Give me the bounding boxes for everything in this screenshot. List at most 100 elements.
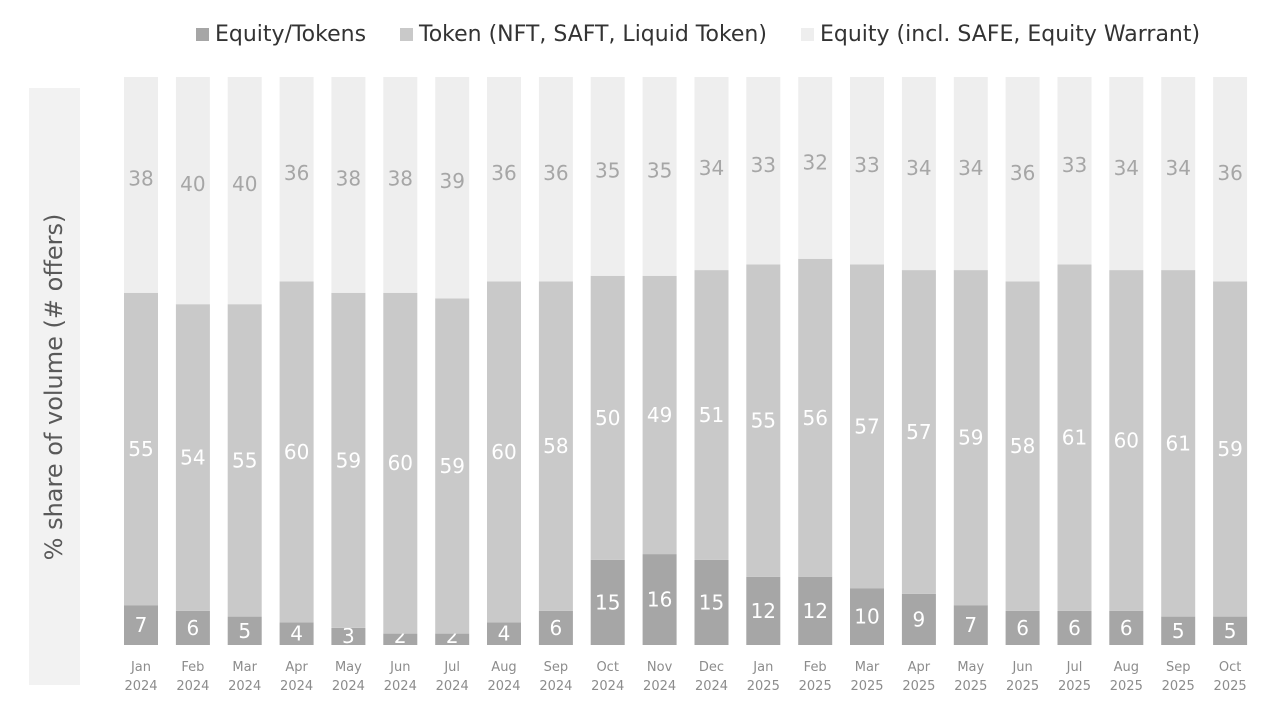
bar-segment-s2-5 [383,77,418,293]
bar-segment-s0-11 [694,559,729,645]
data-label-s2-19: 34 [1114,156,1139,180]
legend-item-equity-tokens: Equity/Tokens [196,18,366,50]
data-label-s0-20: 5 [1172,619,1185,643]
bar-segment-s0-2 [227,616,262,645]
x-tick-year-9: 2024 [591,679,624,694]
bar-segment-s2-21 [1213,77,1248,282]
data-label-s2-10: 35 [647,158,672,182]
x-tick-month-4: May [335,660,362,675]
data-label-s1-2: 55 [232,448,257,472]
data-label-s1-21: 59 [1217,437,1242,461]
data-label-s2-1: 40 [180,172,205,196]
data-label-s1-20: 61 [1165,431,1190,455]
bar-segment-s2-12 [746,77,781,265]
legend-swatch-equity [801,27,814,41]
data-label-s1-1: 54 [180,446,205,470]
data-label-s1-9: 50 [595,406,620,430]
x-tick-year-1: 2024 [176,679,209,694]
data-label-s0-19: 6 [1120,616,1133,640]
legend-label-token: Token (NFT, SAFT, Liquid Token) [419,21,767,47]
bar-segment-s2-9 [590,77,625,276]
data-label-s0-4: 3 [342,624,355,648]
legend-item-equity: Equity (incl. SAFE, Equity Warrant) [801,18,1200,50]
bar-segment-s1-8 [538,281,573,611]
data-label-s1-14: 57 [854,414,879,438]
data-label-s2-8: 36 [543,161,568,185]
data-label-s0-14: 10 [854,605,879,629]
data-label-s2-3: 36 [284,161,309,185]
data-label-s2-7: 36 [491,161,516,185]
x-tick-year-11: 2024 [695,679,728,694]
bar-segment-s2-11 [694,77,729,271]
legend-swatch-token [400,27,413,41]
x-tick-month-20: Sep [1166,660,1191,675]
data-label-s1-6: 59 [439,454,464,478]
bar-segment-s1-13 [798,258,833,577]
bar-segment-s2-15 [901,77,936,271]
x-tick-year-6: 2024 [436,679,469,694]
x-tick-month-15: Apr [908,660,931,675]
x-tick-year-20: 2025 [1162,679,1195,694]
data-label-s1-4: 59 [336,448,361,472]
data-label-s2-16: 34 [958,156,983,180]
bar-segment-s1-3 [279,281,314,623]
bar-segment-s1-15 [901,270,936,594]
bar-segment-s0-21 [1213,616,1248,645]
bar-segment-s0-15 [901,593,936,645]
bar-segment-s1-0 [124,292,158,606]
bar-segment-s1-4 [331,292,366,628]
x-tick-month-0: Jan [130,660,151,675]
x-tick-year-17: 2025 [1006,679,1039,694]
bar-segment-s0-4 [331,628,366,645]
bar-segment-s0-20 [1161,616,1196,645]
x-tick-month-13: Feb [804,660,827,675]
bar-segment-s1-21 [1213,281,1248,617]
bar-segment-s0-14 [850,588,884,645]
bar-segment-s0-8 [538,610,573,645]
data-label-s0-9: 15 [595,590,620,614]
data-label-s0-12: 12 [751,599,776,623]
x-tick-month-14: Mar [855,660,880,675]
bar-segment-s1-19 [1109,270,1144,611]
bar-segment-s2-20 [1161,77,1196,271]
data-label-s1-13: 56 [802,406,827,430]
data-label-s0-2: 5 [238,619,251,643]
x-tick-month-5: Jun [389,660,410,675]
bar-segment-s1-7 [487,281,521,623]
x-tick-month-16: May [957,660,984,675]
bar-segment-s0-1 [175,610,210,645]
x-tick-year-13: 2025 [799,679,832,694]
data-label-s0-0: 7 [135,613,148,637]
x-tick-year-5: 2024 [384,679,417,694]
bar-segment-s2-7 [487,77,521,282]
data-label-s1-10: 49 [647,403,672,427]
x-tick-year-0: 2024 [124,679,157,694]
data-label-s2-2: 40 [232,172,257,196]
data-label-s1-7: 60 [491,440,516,464]
bar-segment-s1-18 [1057,264,1092,611]
bar-segment-s0-7 [487,622,521,645]
x-tick-month-8: Sep [544,660,569,675]
bar-segment-s0-13 [798,576,833,645]
data-label-s2-12: 33 [751,153,776,177]
bar-segment-s0-5 [383,633,418,645]
bar-segment-s2-13 [798,77,833,259]
data-label-s0-21: 5 [1224,619,1237,643]
bar-segment-s1-14 [850,264,884,589]
bar-segment-s0-10 [642,554,677,645]
bar-segment-s2-6 [435,77,470,299]
x-tick-year-7: 2024 [487,679,520,694]
data-label-s1-8: 58 [543,434,568,458]
bar-segment-s1-17 [1005,281,1040,611]
data-label-s2-4: 38 [336,166,361,190]
bar-segment-s2-0 [124,77,158,293]
x-tick-year-16: 2025 [954,679,987,694]
bar-segment-s1-1 [175,304,210,611]
data-label-s2-21: 36 [1217,161,1242,185]
bar-segment-s2-2 [227,77,262,305]
data-label-s2-20: 34 [1165,156,1190,180]
data-label-s1-5: 60 [388,451,413,475]
data-label-s2-11: 34 [699,156,724,180]
data-label-s2-13: 32 [802,150,827,174]
